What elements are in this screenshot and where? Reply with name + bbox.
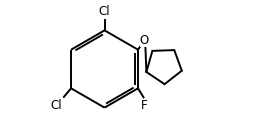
Text: O: O [140, 34, 149, 47]
Text: F: F [141, 99, 147, 112]
Text: Cl: Cl [50, 99, 62, 112]
Text: Cl: Cl [99, 5, 110, 18]
